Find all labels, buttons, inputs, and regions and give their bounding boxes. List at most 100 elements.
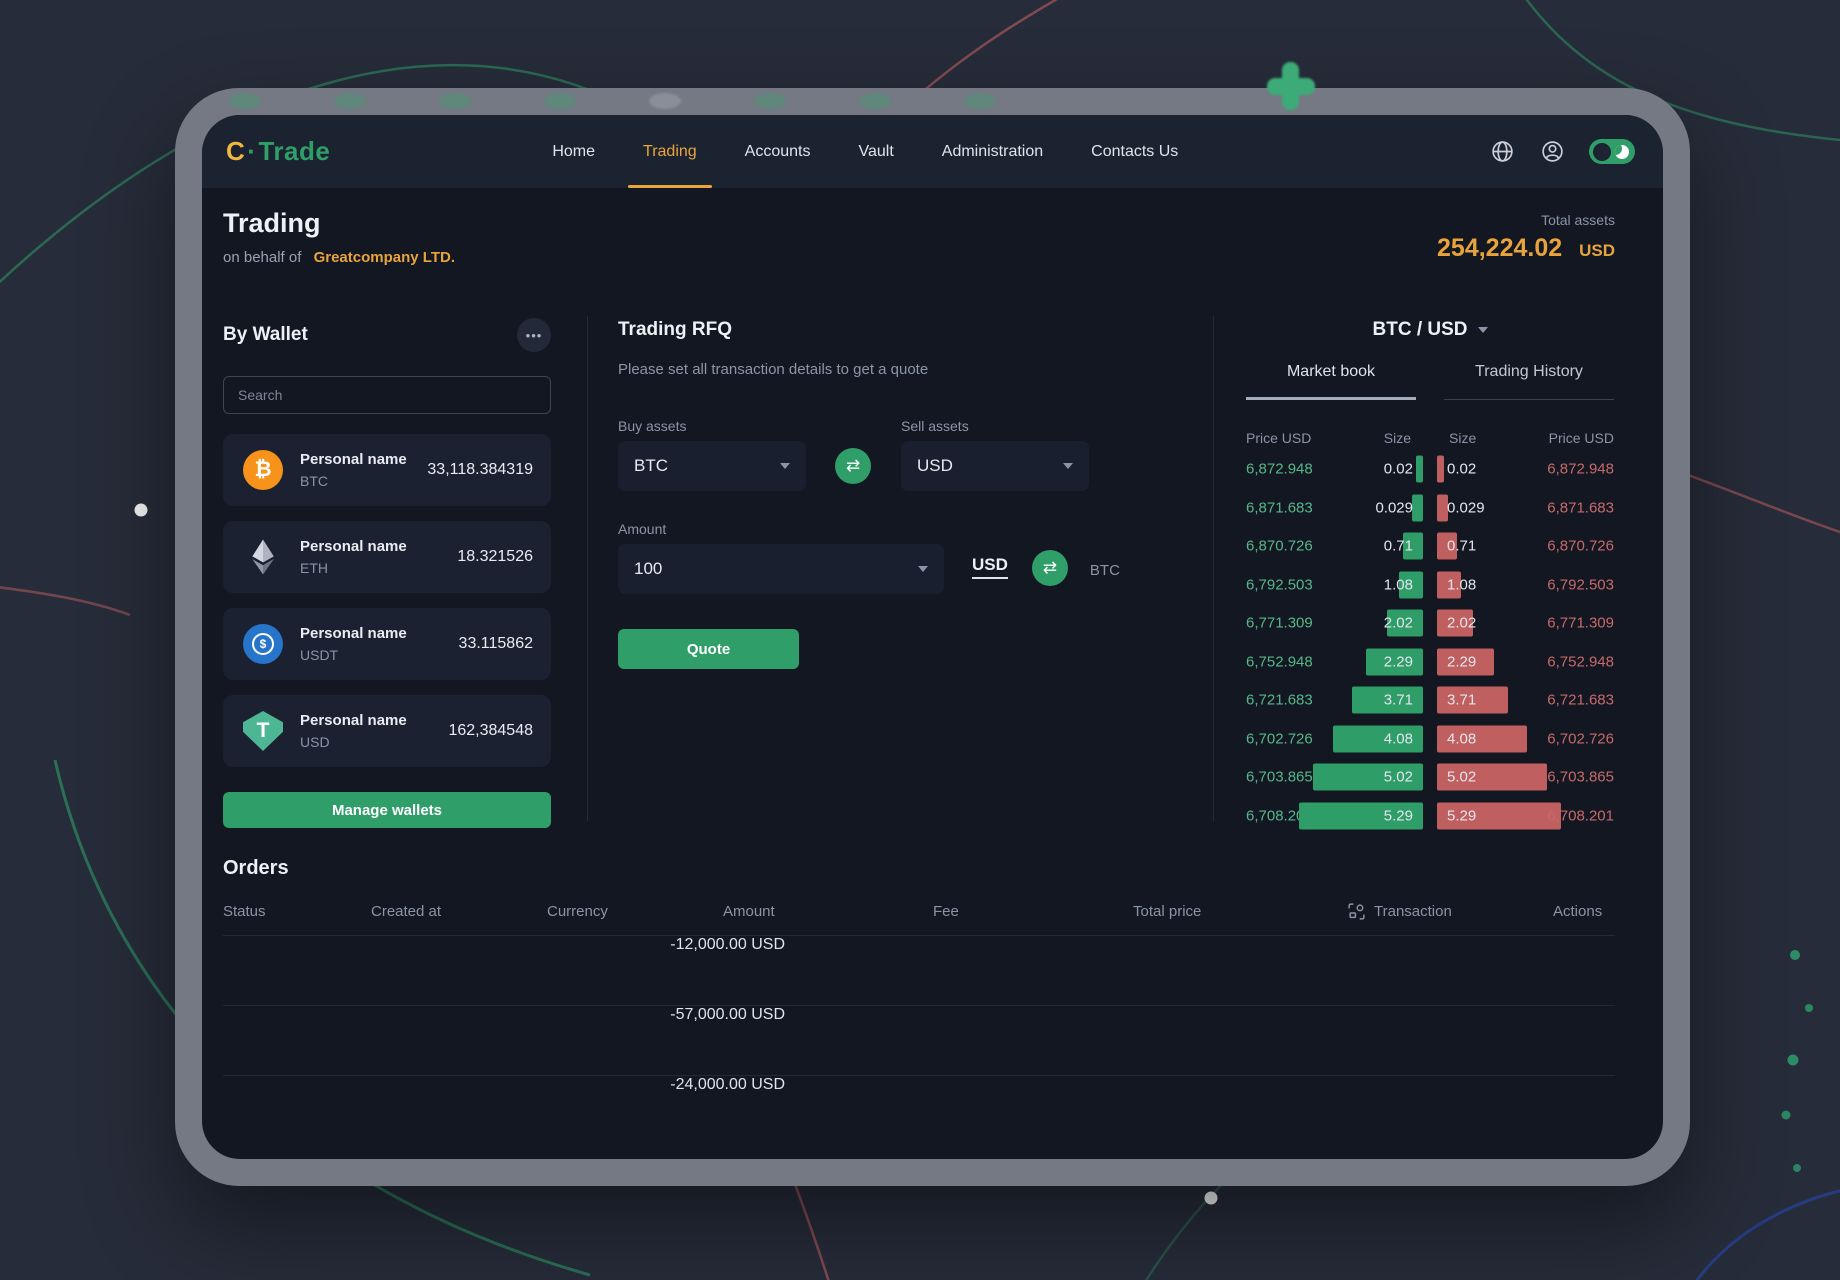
plus-icon <box>1267 62 1315 110</box>
bid-size: 2.29 <box>1383 653 1413 671</box>
wallet-name: Personal name <box>300 538 407 555</box>
ask-size: 0.71 <box>1447 537 1477 555</box>
nav-item-contacts-us[interactable]: Contacts Us <box>1091 142 1179 160</box>
chevron-down-icon <box>780 463 790 469</box>
ask-size: 3.71 <box>1447 691 1477 709</box>
swap-assets-button[interactable]: ⇄ <box>835 448 871 484</box>
ask-size-bar <box>1437 725 1527 753</box>
swap-unit-button[interactable]: ⇄ <box>1031 550 1068 586</box>
bid-price: 6,703.865 <box>1246 768 1313 786</box>
quote-button[interactable]: Quote <box>618 629 799 669</box>
wallet-panel-title: By Wallet <box>223 324 308 345</box>
nav-menu: Home Trading Accounts Vault Administrati… <box>535 115 1195 188</box>
toggle-knob <box>1593 142 1611 161</box>
rfq-title: Trading RFQ <box>618 319 732 340</box>
bid-size-bar <box>1387 609 1423 637</box>
buy-asset-value: BTC <box>634 456 668 475</box>
col-currency: Currency <box>547 903 608 920</box>
buy-asset-select[interactable]: BTC <box>618 441 806 491</box>
ask-price: 6,792.503 <box>1547 576 1614 594</box>
bid-price: 6,872.948 <box>1246 460 1313 478</box>
bid-size: 3.71 <box>1383 691 1413 709</box>
brand-logo[interactable]: C · Trade <box>226 136 330 167</box>
order-row: 2022-02-1112:32 ₿ / $ -12,000.00 USD +0.… <box>223 936 1615 1006</box>
bid-price: 6,870.726 <box>1246 537 1313 555</box>
sell-asset-select[interactable]: USD <box>901 441 1089 491</box>
wallet-item-usdt[interactable]: $ Personal name USDT 33.115862 <box>223 608 551 680</box>
col-status: Status <box>223 903 266 920</box>
market-book-row: 6,752.948 2.29 2.29 6,752.948 <box>1246 643 1614 682</box>
app-window: C · Trade Home Trading Accounts Vault Ad… <box>202 115 1663 1159</box>
total-assets-value: 254,224.02 <box>1437 234 1563 262</box>
company-name[interactable]: Greatcompany LTD. <box>313 249 455 266</box>
nav-item-vault[interactable]: Vault <box>858 142 894 160</box>
wallet-search-input[interactable] <box>223 376 551 414</box>
market-book-header: Price USD Size Size Price USD <box>1246 430 1614 446</box>
tab-market-book[interactable]: Market book <box>1246 363 1416 400</box>
ask-size-bar <box>1437 609 1473 637</box>
ask-size-bar <box>1437 686 1508 714</box>
market-book-row: 6,872.948 0.02 0.02 6,872.948 <box>1246 450 1614 489</box>
wallet-asset: USD <box>300 734 330 750</box>
wallet-menu-button[interactable]: ••• <box>517 318 551 352</box>
chevron-down-icon <box>1063 463 1073 469</box>
moon-icon <box>1615 144 1629 159</box>
theme-toggle[interactable] <box>1589 139 1635 164</box>
rfq-subtitle: Please set all transaction details to ge… <box>618 361 929 378</box>
panel-divider <box>587 316 588 821</box>
brand-dot: · <box>247 136 257 166</box>
amount-unit-btc[interactable]: BTC <box>1089 562 1120 579</box>
wallet-list: ₿ Personal name BTC 33,118.384319 <box>223 434 551 767</box>
chevron-down-icon <box>918 566 928 572</box>
bid-size: 5.29 <box>1383 807 1413 825</box>
wallet-item-eth[interactable]: Personal name ETH 18.321526 <box>223 521 551 593</box>
wallet-asset: USDT <box>300 647 339 663</box>
bid-size-bar <box>1352 686 1423 714</box>
market-book-row: 6,871.683 0.029 0.029 6,871.683 <box>1246 489 1614 528</box>
bid-price: 6,721.683 <box>1246 691 1313 709</box>
sell-asset-value: USD <box>917 456 953 475</box>
nav-item-home[interactable]: Home <box>552 142 596 160</box>
bid-size: 2.02 <box>1383 614 1413 632</box>
ask-size: 1.08 <box>1447 576 1477 594</box>
bid-size: 1.08 <box>1383 576 1413 594</box>
pair-selector[interactable]: BTC / USD <box>1246 319 1614 341</box>
ask-price: 6,708.201 <box>1547 807 1614 825</box>
ask-price: 6,871.683 <box>1547 499 1614 517</box>
amount-input[interactable] <box>634 559 874 579</box>
ask-size: 5.02 <box>1447 768 1477 786</box>
pair-label: BTC / USD <box>1372 319 1468 340</box>
orders-table-header: Status Created at Currency Amount Fee To… <box>223 902 1615 936</box>
ask-size: 0.02 <box>1447 460 1477 478</box>
bid-price-header: Price USD <box>1246 430 1312 446</box>
on-behalf-label: on behalf of <box>223 249 302 266</box>
language-globe-icon[interactable] <box>1489 139 1515 165</box>
ask-size: 5.29 <box>1447 807 1477 825</box>
bid-size-bar <box>1399 571 1423 599</box>
wallet-balance: 162,384548 <box>448 722 533 739</box>
nav-controls <box>1489 139 1635 165</box>
bid-size: 4.08 <box>1383 730 1413 748</box>
amount-field[interactable] <box>618 544 944 594</box>
bid-price: 6,871.683 <box>1246 499 1313 517</box>
wallet-balance: 33.115862 <box>458 635 533 652</box>
tab-trading-history[interactable]: Trading History <box>1444 363 1614 400</box>
ask-price: 6,771.309 <box>1547 614 1614 632</box>
bid-size-bar <box>1416 455 1423 483</box>
user-profile-icon[interactable] <box>1539 139 1565 165</box>
ask-size-bar <box>1437 532 1457 560</box>
nav-item-accounts[interactable]: Accounts <box>744 142 811 160</box>
wallet-item-btc[interactable]: ₿ Personal name BTC 33,118.384319 <box>223 434 551 506</box>
btc-icon: ₿ <box>243 450 283 490</box>
amount-label: Amount <box>618 521 667 537</box>
nav-item-trading[interactable]: Trading <box>626 115 714 188</box>
bid-size-header: Size <box>1383 430 1411 446</box>
nav-item-administration[interactable]: Administration <box>941 142 1044 160</box>
manage-wallets-button[interactable]: Manage wallets <box>223 792 551 828</box>
wallet-item-usd[interactable]: T Personal name USD 162,384548 <box>223 695 551 767</box>
amount-unit-usd[interactable]: USD <box>972 555 1008 579</box>
wallet-name: Personal name <box>300 451 407 468</box>
col-created-at: Created at <box>371 903 442 920</box>
orders-section: Orders Status Created at Currency Amount… <box>202 855 1663 1159</box>
